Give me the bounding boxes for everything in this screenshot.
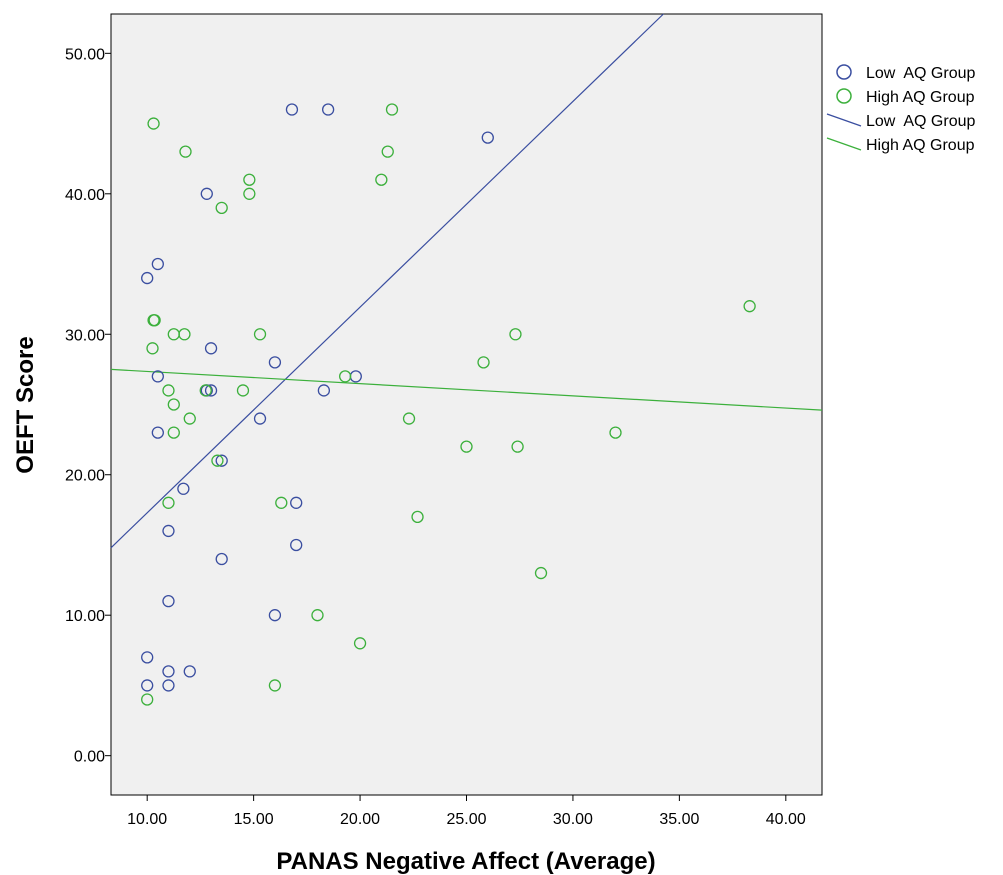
data-point	[162, 524, 175, 538]
fit-lines	[110, 13, 823, 549]
data-point	[146, 342, 159, 355]
y-tick-label: 40.00	[65, 187, 105, 204]
legend-marker	[836, 88, 852, 104]
legend: Low AQ Group High AQ Group Low AQ Group Hig…	[826, 64, 975, 154]
data-point	[215, 201, 228, 214]
data-point	[477, 356, 490, 369]
data-point	[321, 103, 335, 116]
y-tick-label: 20.00	[65, 468, 105, 485]
legend-line	[826, 113, 862, 127]
x-tick-label: 15.00	[234, 811, 274, 828]
data-point	[204, 342, 218, 355]
data-point	[141, 651, 154, 664]
fit-line	[110, 13, 664, 549]
legend-label: Low AQ Group	[866, 65, 975, 82]
data-point	[141, 679, 154, 692]
y-tick-label: 30.00	[65, 327, 105, 344]
x-tick-label: 40.00	[766, 811, 806, 828]
legend-line	[826, 137, 862, 151]
data-point	[179, 145, 192, 158]
data-point	[609, 426, 622, 439]
x-tick-label: 20.00	[340, 811, 380, 828]
data-point	[141, 271, 154, 285]
y-tick-label: 50.00	[65, 46, 105, 63]
plot-background	[110, 13, 823, 796]
data-point	[151, 370, 164, 383]
y-axis: 0.00 10.00 20.00 30.00 40.00 50.00	[65, 46, 111, 766]
y-tick-label: 0.00	[74, 749, 105, 766]
data-point	[162, 595, 175, 608]
data-point	[353, 637, 367, 650]
data-points	[141, 103, 756, 706]
data-point	[162, 679, 175, 692]
y-axis-title: OEFT Score	[12, 336, 39, 473]
data-point	[509, 328, 522, 341]
data-point	[317, 384, 331, 397]
data-point	[183, 665, 196, 678]
fit-line	[110, 368, 823, 411]
data-point	[147, 117, 160, 130]
data-point	[204, 384, 218, 397]
data-point	[285, 103, 299, 116]
data-point	[178, 328, 191, 341]
data-point	[402, 412, 416, 425]
data-point	[534, 566, 548, 580]
data-point	[311, 609, 324, 622]
data-point	[243, 187, 256, 200]
data-point	[460, 440, 473, 453]
x-axis-title: PANAS Negative Affect (Average)	[276, 848, 655, 875]
data-point	[411, 510, 424, 524]
data-point	[268, 679, 282, 692]
data-point	[511, 440, 524, 453]
data-point	[381, 145, 394, 158]
data-point	[148, 314, 161, 327]
data-point	[141, 693, 154, 706]
y-tick-label: 10.00	[65, 608, 105, 625]
data-point	[162, 665, 175, 678]
data-point	[743, 300, 756, 313]
data-point	[339, 370, 352, 383]
legend-label: High AQ Group	[866, 137, 975, 154]
legend-label: High AQ Group	[866, 89, 975, 106]
data-point	[162, 496, 175, 509]
data-point	[253, 328, 267, 341]
data-point	[167, 426, 180, 439]
data-point	[151, 426, 164, 439]
data-point	[177, 482, 190, 495]
data-point	[385, 103, 399, 116]
x-tick-label: 35.00	[659, 811, 699, 828]
data-point	[481, 131, 494, 144]
x-axis: 10.00 15.00 20.00 25.00 30.00 35.00 40.00	[127, 795, 806, 828]
x-tick-label: 25.00	[446, 811, 486, 828]
data-point	[162, 384, 175, 397]
data-point	[199, 384, 212, 397]
data-point	[215, 454, 228, 467]
data-point	[375, 173, 388, 186]
data-point	[268, 609, 282, 622]
data-point	[236, 384, 250, 397]
data-point	[151, 257, 164, 271]
data-point	[290, 496, 303, 509]
data-point	[290, 538, 303, 552]
x-tick-label: 10.00	[127, 811, 167, 828]
data-point	[215, 552, 228, 566]
data-point	[211, 454, 224, 467]
data-point	[183, 412, 196, 425]
data-point	[243, 173, 256, 186]
legend-label: Low AQ Group	[866, 113, 975, 130]
x-tick-label: 30.00	[553, 811, 593, 828]
data-point	[275, 496, 288, 509]
data-point	[167, 398, 180, 411]
data-point	[200, 187, 213, 200]
data-point	[268, 356, 282, 369]
legend-marker	[836, 64, 852, 80]
data-point	[253, 412, 267, 425]
